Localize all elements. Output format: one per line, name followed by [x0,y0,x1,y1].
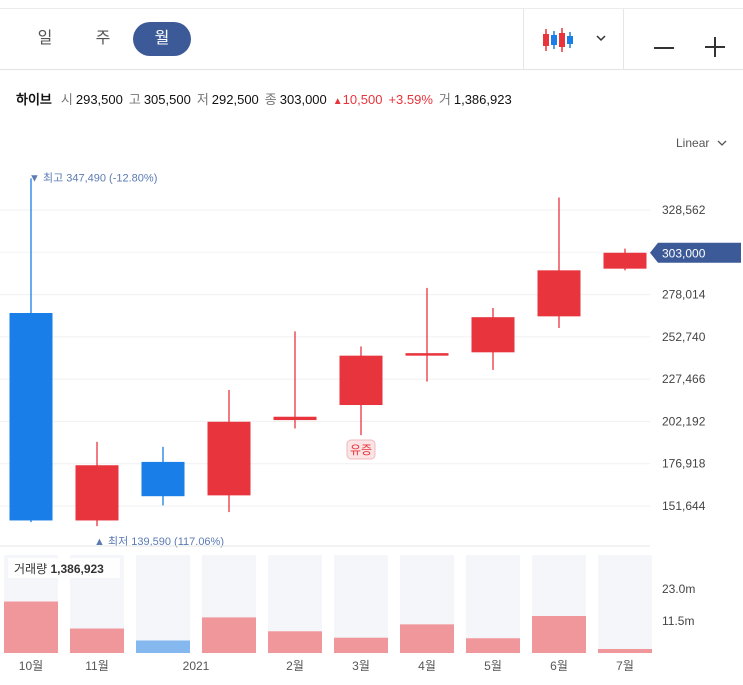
toolbar-divider [623,9,624,70]
volume-column-bg [466,555,520,653]
volume-tick-label: 23.0m [662,582,695,596]
high-marker-label: ▼ 최고 347,490 (-12.80%) [29,171,157,184]
candle-body [537,270,581,317]
tab-week[interactable]: 주 [95,30,111,47]
volume-tick-label: 11.5m [662,614,694,628]
low-marker-label: ▲ 최저 139,590 (117.06%) [94,535,224,548]
change-arrow: ▲ [332,96,343,107]
y-tick-label: 176,918 [662,457,706,471]
candle-body [339,355,383,406]
scale-mode-select[interactable]: Linear [676,136,710,150]
y-tick-label: 278,014 [662,288,706,302]
volume-value: 1,386,923 [453,92,512,107]
chevron-down-icon[interactable] [717,139,727,147]
x-tick-label: 6월 [550,659,568,673]
volume-column-bg [136,555,190,653]
event-marker-label: 유증 [350,443,372,457]
low-value: 292,500 [211,92,259,107]
quote-summary: 하이브 시 293,500 고 305,500 저 292,500 종 303,000 ▲10,5… [16,89,518,108]
x-tick-label: 11월 [85,659,109,673]
high-label: 고 [128,92,141,107]
candle-body [75,465,119,521]
open-value: 293,500 [75,92,123,107]
y-tick-label: 252,740 [662,330,706,344]
volume-bar [400,624,454,653]
x-tick-label: 5월 [484,659,502,673]
x-tick-label: 10월 [19,659,43,673]
candle-body [9,312,53,521]
open-label: 시 [60,92,73,107]
volume-bar [268,631,322,653]
x-tick-label: 3월 [352,659,370,673]
volume-bar [532,615,586,653]
x-tick-label: 2021 [183,659,210,673]
change-value: 10,500 [342,92,383,107]
y-tick-label: 202,192 [662,414,706,428]
volume-bar [70,628,124,653]
y-tick-label: 151,644 [662,499,706,513]
volume-legend-value: 1,386,923 [50,562,104,576]
volume-bar [136,640,190,653]
x-tick-label: 7월 [616,659,634,673]
zoom-out-button[interactable] [654,47,674,49]
tab-month[interactable]: 월 [133,22,191,56]
candle-body [603,252,647,269]
volume-column-bg [598,555,652,653]
high-value: 305,500 [143,92,191,107]
candle-body [273,416,317,421]
volume-label: 거 [438,92,451,107]
candle-body [405,353,449,356]
change-percent: +3.59% [388,92,433,107]
x-tick-label: 4월 [418,659,436,673]
y-tick-label: 328,562 [662,203,706,217]
stock-name: 하이브 [16,92,52,107]
volume-bar [466,638,520,653]
volume-bar [598,649,652,653]
close-label: 종 [264,92,277,107]
current-price-label: 303,000 [662,246,706,260]
chevron-down-icon[interactable] [594,31,608,45]
volume-legend-label: 거래량 1,386,923 [14,562,104,576]
candle-body [471,317,515,353]
toolbar-divider [523,9,524,70]
toolbar: 일 주 월 [0,8,743,70]
y-tick-label: 227,466 [662,372,706,386]
close-value: 303,000 [279,92,327,107]
zoom-in-button[interactable] [705,37,725,57]
volume-bar [202,617,256,653]
volume-column-bg [334,555,388,653]
low-label: 저 [196,92,209,107]
candle-body [141,461,185,497]
volume-bar [4,601,58,653]
candle-body [207,421,251,496]
tab-day[interactable]: 일 [37,30,53,47]
x-tick-label: 2월 [286,659,304,673]
candlestick-icon[interactable] [540,27,576,53]
current-price-tag [650,242,741,263]
volume-bar [334,637,388,653]
volume-legend-bg [8,558,120,578]
event-marker-badge [346,439,376,460]
